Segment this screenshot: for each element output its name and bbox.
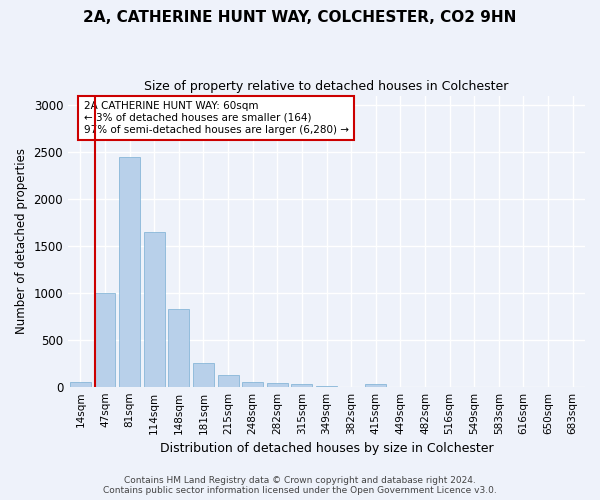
Text: 2A, CATHERINE HUNT WAY, COLCHESTER, CO2 9HN: 2A, CATHERINE HUNT WAY, COLCHESTER, CO2 … bbox=[83, 10, 517, 25]
Bar bbox=[242, 382, 263, 386]
Bar bbox=[267, 383, 288, 386]
Bar bbox=[70, 382, 91, 386]
Text: 2A CATHERINE HUNT WAY: 60sqm
← 3% of detached houses are smaller (164)
97% of se: 2A CATHERINE HUNT WAY: 60sqm ← 3% of det… bbox=[83, 102, 349, 134]
Bar bbox=[95, 293, 115, 386]
X-axis label: Distribution of detached houses by size in Colchester: Distribution of detached houses by size … bbox=[160, 442, 493, 455]
Bar bbox=[292, 384, 313, 386]
Y-axis label: Number of detached properties: Number of detached properties bbox=[15, 148, 28, 334]
Bar bbox=[144, 232, 164, 386]
Bar bbox=[193, 363, 214, 386]
Bar bbox=[218, 376, 239, 386]
Bar bbox=[169, 308, 189, 386]
Bar bbox=[119, 156, 140, 386]
Bar bbox=[365, 384, 386, 386]
Title: Size of property relative to detached houses in Colchester: Size of property relative to detached ho… bbox=[145, 80, 509, 93]
Text: Contains HM Land Registry data © Crown copyright and database right 2024.
Contai: Contains HM Land Registry data © Crown c… bbox=[103, 476, 497, 495]
